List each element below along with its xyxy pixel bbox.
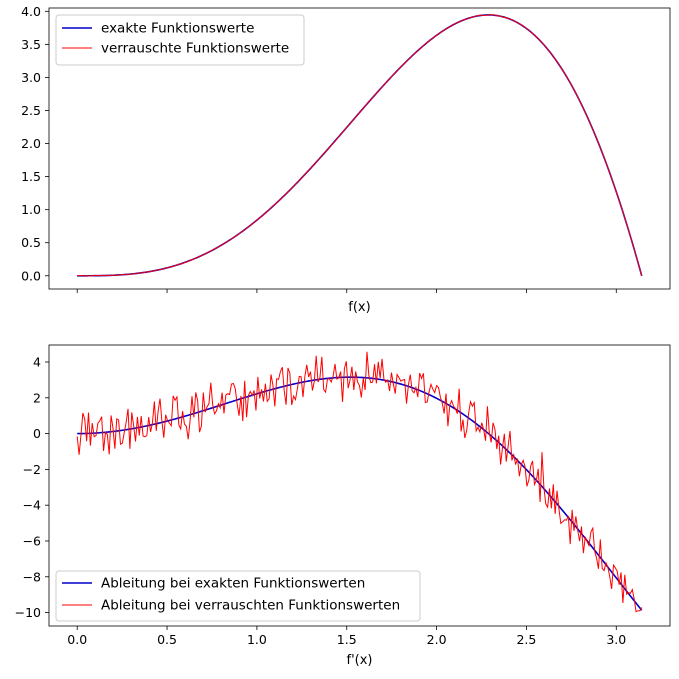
bottom-x-axis-label: f'(x) (347, 653, 373, 668)
bottom-y-tick-label: −4 (23, 498, 41, 513)
top-subplot: 0.0 0.5 1.0 1.5 2.0 2.5 3.0 3.5 4.0 f(x) exakte … (21, 4, 671, 315)
top-y-tick-label: 0.5 (21, 235, 41, 250)
bottom-x-tick-label: 1.5 (337, 632, 357, 647)
top-y-tick-label: 1.5 (21, 169, 41, 184)
bottom-legend-label-noisy: Ableitung bei verrauschten Funktionswert… (101, 598, 400, 614)
bottom-x-tick-label: 2.0 (427, 632, 447, 647)
bottom-x-ticks: 0.0 0.5 1.0 1.5 2.0 2.5 3.0 (67, 626, 626, 647)
top-y-tick-label: 3.0 (21, 70, 41, 85)
bottom-x-tick-label: 0.5 (157, 632, 177, 647)
bottom-y-tick-label: −6 (23, 533, 41, 548)
bottom-y-tick-label: −8 (23, 569, 41, 584)
bottom-y-ticks: −10 −8 −6 −4 −2 0 2 4 (15, 355, 49, 620)
top-legend-label-exact: exakte Funktionswerte (101, 21, 254, 37)
bottom-series-lines (76, 351, 643, 613)
bottom-y-tick-label: −2 (23, 462, 41, 477)
bottom-x-tick-label: 1.0 (247, 632, 267, 647)
top-x-ticks (76, 289, 617, 293)
top-x-axis-label: f(x) (348, 300, 370, 315)
top-y-tick-label: 2.0 (21, 136, 41, 151)
top-series-line-noisy (77, 14, 643, 277)
top-legend: exakte Funktionswerte verrauschte Funkti… (55, 14, 305, 66)
top-y-tick-label: 4.0 (21, 4, 41, 19)
bottom-y-tick-label: 4 (33, 355, 41, 370)
top-legend-box (55, 14, 305, 66)
top-y-tick-label: 2.5 (21, 103, 41, 118)
bottom-x-tick-label: 0.0 (67, 632, 87, 647)
bottom-subplot: 0.0 0.5 1.0 1.5 2.0 2.5 3.0 −10 −8 −6 −4 −2 0 2 4 f'(… (15, 344, 671, 668)
top-y-tick-label: 0.0 (21, 268, 41, 283)
bottom-legend-label-exact: Ableitung bei exakten Funktionswerten (101, 576, 365, 592)
bottom-y-tick-label: 2 (33, 390, 41, 405)
top-legend-label-noisy: verrauschte Funktionswerte (101, 41, 289, 57)
bottom-legend-box (55, 570, 421, 622)
top-y-tick-label: 1.0 (21, 202, 41, 217)
bottom-series-line-noisy (76, 351, 643, 613)
bottom-y-tick-label: −10 (15, 605, 41, 620)
top-series-lines (77, 14, 643, 277)
bottom-y-tick-label: 0 (33, 426, 41, 441)
top-y-tick-label: 3.5 (21, 37, 41, 52)
bottom-x-tick-label: 3.0 (606, 632, 626, 647)
bottom-x-tick-label: 2.5 (516, 632, 536, 647)
bottom-legend: Ableitung bei exakten Funktionswerten Ab… (55, 570, 421, 622)
top-y-ticks: 0.0 0.5 1.0 1.5 2.0 2.5 3.0 3.5 4.0 (21, 4, 49, 283)
